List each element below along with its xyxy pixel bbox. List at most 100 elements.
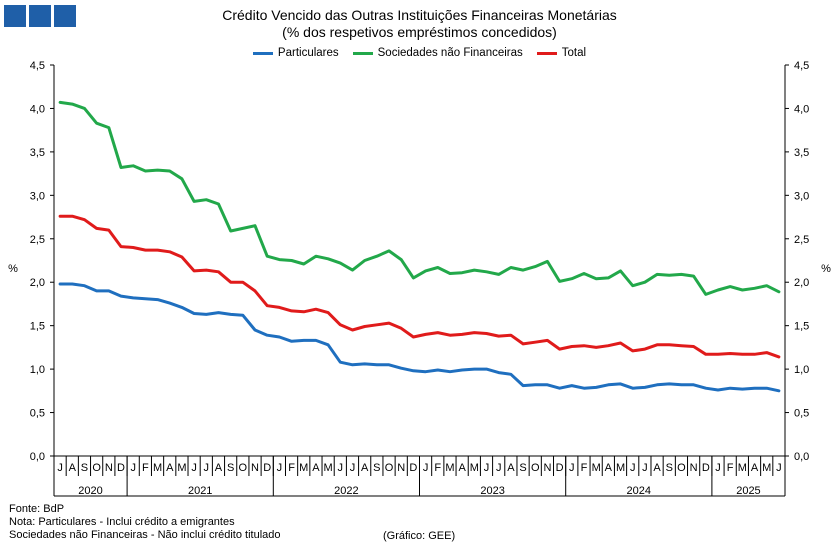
y-tick-label-left: 3,5 [30,147,45,159]
legend-label: Particulares [277,47,339,59]
y-tick-label-left: 3,0 [30,190,45,202]
x-month-label: M [616,462,625,474]
publisher-logo [4,5,76,27]
y-tick-label-right: 1,5 [794,321,809,333]
chart-footer: Fonte: BdP Nota: Particulares - Inclui c… [9,503,281,542]
x-year-label: 2020 [78,485,102,497]
legend-item-sociedades: Sociedades não Financeiras [352,47,523,59]
x-month-label: D [556,462,564,474]
x-month-label: J [338,462,344,474]
y-axis-label-left: % [8,263,18,275]
x-month-label: D [263,462,271,474]
x-month-label: F [288,462,295,474]
x-month-label: O [677,462,686,474]
x-month-label: S [373,462,380,474]
x-month-label: J [715,462,721,474]
chart-subtitle: (% dos respetivos empréstimos concedidos… [282,24,557,40]
x-month-label: J [204,462,210,474]
x-month-label: J [776,462,782,474]
chart-legend: Particulares Sociedades não Financeiras … [0,47,839,59]
x-month-label: N [397,462,405,474]
x-year-label: 2023 [480,485,504,497]
x-month-label: M [324,462,333,474]
legend-label: Total [561,47,587,59]
x-month-label: S [519,462,526,474]
y-tick-label-right: 1,0 [794,364,809,376]
legend-item-total: Total [536,47,587,59]
y-tick-label-right: 3,0 [794,190,809,202]
x-month-label: J [57,462,63,474]
x-month-label: M [592,462,601,474]
chart-title: Crédito Vencido das Outras Instituições … [0,7,839,41]
x-month-label: D [117,462,125,474]
x-month-label: A [69,462,77,474]
x-month-label: J [350,462,356,474]
x-month-label: N [251,462,259,474]
x-month-label: O [239,462,248,474]
x-month-label: A [653,462,661,474]
x-month-label: F [142,462,149,474]
x-month-label: J [191,462,197,474]
x-month-label: A [507,462,515,474]
x-month-label: N [543,462,551,474]
x-month-label: J [630,462,636,474]
y-tick-label-left: 0,0 [30,451,45,463]
x-month-label: M [177,462,186,474]
legend-label: Sociedades não Financeiras [377,47,523,59]
x-month-label: J [277,462,283,474]
legend-swatch [352,51,373,55]
series-line-particulares [58,282,781,393]
note-sociedades: Sociedades não Financeiras - Não inclui … [9,529,281,541]
y-tick-label-left: 4,0 [30,103,45,115]
x-month-label: J [484,462,490,474]
x-month-label: A [166,462,174,474]
series-line-total [58,214,781,359]
x-month-label: M [153,462,162,474]
x-month-label: M [299,462,308,474]
x-month-label: F [581,462,588,474]
x-month-label: S [81,462,88,474]
source-note: Fonte: BdP [9,503,65,515]
x-month-label: M [445,462,454,474]
x-month-label: O [531,462,540,474]
x-month-label: J [496,462,502,474]
y-tick-label-right: 2,0 [794,277,809,289]
x-month-label: F [434,462,441,474]
x-month-label: M [762,462,771,474]
x-month-label: N [105,462,113,474]
x-month-label: A [215,462,223,474]
legend-item-particulares: Particulares [252,47,339,59]
chart-credit: (Gráfico: GEE) [383,530,456,542]
series-line-sociedades [58,100,781,296]
x-month-label: O [385,462,394,474]
x-month-label: A [458,462,466,474]
x-month-label: F [727,462,734,474]
y-tick-label-left: 1,0 [30,364,45,376]
y-tick-label-left: 0,5 [30,408,45,420]
x-year-label: 2021 [188,485,212,497]
y-tick-label-left: 2,0 [30,277,45,289]
y-tick-label-right: 0,5 [794,408,809,420]
x-month-label: S [666,462,673,474]
x-month-label: A [605,462,613,474]
x-year-label: 2022 [334,485,358,497]
y-tick-label-left: 4,5 [30,60,45,72]
x-month-label: J [130,462,136,474]
x-month-label: J [569,462,575,474]
x-year-label: 2025 [736,485,760,497]
x-month-label: M [470,462,479,474]
y-tick-label-right: 4,5 [794,60,809,72]
legend-swatch [252,51,273,55]
x-month-label: A [312,462,320,474]
x-month-label: A [751,462,759,474]
legend-swatch [536,51,557,55]
x-month-label: S [227,462,234,474]
x-month-label: M [738,462,747,474]
x-month-label: J [642,462,648,474]
x-month-label: D [702,462,710,474]
x-month-label: A [361,462,369,474]
y-tick-label-left: 1,5 [30,321,45,333]
y-tick-label-right: 3,5 [794,147,809,159]
x-month-label: J [423,462,429,474]
